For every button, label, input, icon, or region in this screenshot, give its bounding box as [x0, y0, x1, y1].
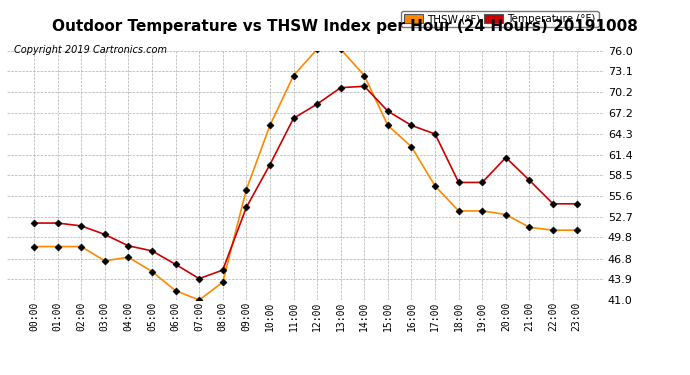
Text: Copyright 2019 Cartronics.com: Copyright 2019 Cartronics.com	[14, 45, 167, 55]
Text: Outdoor Temperature vs THSW Index per Hour (24 Hours) 20191008: Outdoor Temperature vs THSW Index per Ho…	[52, 19, 638, 34]
Legend: THSW (°F), Temperature (°F): THSW (°F), Temperature (°F)	[401, 11, 598, 27]
